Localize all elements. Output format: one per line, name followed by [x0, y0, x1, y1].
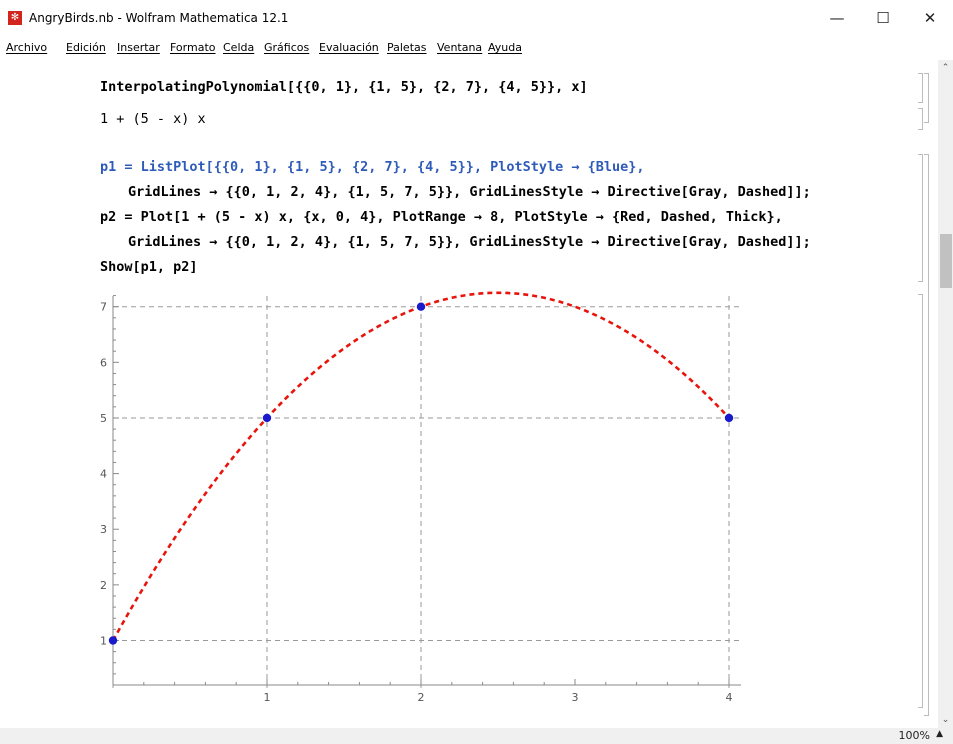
input-interpolating-text: InterpolatingPolynomial[{{0, 1}, {1, 5},… — [100, 79, 588, 95]
x-tick-label: 4 — [726, 691, 733, 704]
title-bar: ✻ AngryBirds.nb - Wolfram Mathematica 12… — [0, 0, 953, 36]
p1-line2-text: GridLines → {{0, 1, 2, 4}, {1, 5, 7, 5}}… — [128, 184, 811, 200]
data-point — [416, 302, 426, 311]
notebook-area[interactable] — [0, 60, 938, 744]
y-tick-label: 3 — [100, 523, 107, 536]
y-tick-label: 2 — [100, 579, 107, 592]
menu-archivo[interactable]: Archivo — [6, 41, 48, 54]
menu-evaluacion[interactable]: Evaluación — [319, 41, 379, 54]
menu-ayuda[interactable]: Ayuda — [488, 41, 522, 54]
cell-bracket-output1[interactable] — [918, 108, 923, 130]
close-button[interactable]: ✕ — [923, 9, 937, 27]
y-tick-label: 4 — [100, 468, 107, 481]
input-cell-interpolating[interactable]: InterpolatingPolynomial[{{0, 1}, {1, 5},… — [100, 75, 588, 100]
data-point — [262, 413, 272, 423]
input-cell-p1-line1[interactable]: p1 = ListPlot[{{0, 1}, {1, 5}, {2, 7}, {… — [100, 155, 645, 180]
minimize-button[interactable]: — — [829, 9, 845, 27]
cell-bracket-graphic[interactable] — [918, 294, 923, 708]
status-bar: 100% ▲ — [0, 728, 953, 744]
input-cell-show[interactable]: Show[p1, p2] — [100, 255, 198, 280]
p2-line2-text: GridLines → {{0, 1, 2, 4}, {1, 5, 7, 5}}… — [128, 234, 811, 250]
window-title: AngryBirds.nb - Wolfram Mathematica 12.1 — [29, 11, 289, 25]
scrollbar-thumb[interactable] — [940, 234, 952, 288]
zoom-level[interactable]: 100% — [898, 729, 930, 742]
scroll-down-arrow-icon[interactable]: ⌄ — [941, 715, 950, 725]
plot-graphic[interactable]: 1 2 3 4 1 2 3 4 5 6 7 — [80, 290, 760, 710]
menu-edicion[interactable]: Edición — [66, 41, 106, 54]
data-points — [108, 302, 734, 645]
y-tick-label: 7 — [100, 301, 107, 314]
y-tick-label: 5 — [100, 412, 107, 425]
data-point — [108, 636, 118, 645]
p2-line1-text: p2 = Plot[1 + (5 - x) x, {x, 0, 4}, Plot… — [100, 209, 783, 225]
input-cell-p2-line1[interactable]: p2 = Plot[1 + (5 - x) x, {x, 0, 4}, Plot… — [100, 205, 783, 230]
mathematica-app-icon[interactable]: ✻ — [8, 11, 22, 25]
x-tick-label: 1 — [264, 691, 271, 704]
output-cell-polynomial[interactable]: 1 + (5 - x) x — [100, 107, 206, 132]
menu-graficos[interactable]: Gráficos — [264, 41, 310, 54]
y-tick-label: 6 — [100, 356, 107, 369]
scroll-up-arrow-icon[interactable]: ⌃ — [941, 63, 950, 73]
input-cell-p2-line2[interactable]: GridLines → {{0, 1, 2, 4}, {1, 5, 7, 5}}… — [128, 230, 811, 255]
menu-paletas[interactable]: Paletas — [387, 41, 427, 54]
menu-insertar[interactable]: Insertar — [117, 41, 160, 54]
show-text: Show[p1, p2] — [100, 259, 198, 275]
cell-bracket-input1[interactable] — [918, 73, 923, 103]
output-polynomial-text: 1 + (5 - x) x — [100, 111, 206, 127]
menu-formato[interactable]: Formato — [170, 41, 216, 54]
zoom-up-arrow-icon[interactable]: ▲ — [936, 729, 943, 739]
maximize-button[interactable]: ☐ — [876, 9, 890, 27]
cell-group-bracket-2[interactable] — [924, 154, 929, 716]
p1-line1-text: p1 = ListPlot[{{0, 1}, {1, 5}, {2, 7}, {… — [100, 159, 645, 175]
vertical-scrollbar[interactable] — [938, 60, 953, 728]
cell-bracket-input2[interactable] — [918, 154, 923, 282]
plot-axes: 1 2 3 4 1 2 3 4 5 6 7 — [100, 295, 741, 704]
cell-group-bracket-1[interactable] — [924, 73, 929, 123]
x-tick-label: 3 — [572, 691, 579, 704]
x-tick-label: 2 — [418, 691, 425, 704]
menu-celda[interactable]: Celda — [223, 41, 255, 54]
data-point — [724, 413, 734, 423]
menu-bar: Archivo Edición Insertar Formato Celda G… — [0, 36, 953, 60]
y-tick-label: 1 — [100, 634, 107, 647]
menu-ventana[interactable]: Ventana — [437, 41, 483, 54]
input-cell-p1-line2[interactable]: GridLines → {{0, 1, 2, 4}, {1, 5, 7, 5}}… — [128, 180, 811, 205]
